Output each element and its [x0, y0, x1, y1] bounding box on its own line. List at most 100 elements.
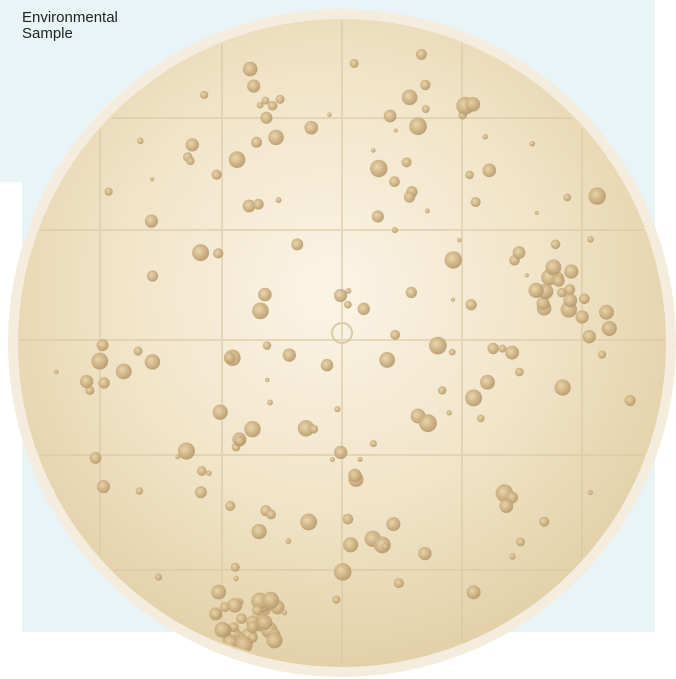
- colony: [275, 197, 282, 204]
- colony: [137, 137, 144, 145]
- colony: [401, 157, 412, 168]
- colony: [196, 466, 207, 476]
- colony: [300, 513, 318, 531]
- colony: [135, 487, 144, 495]
- colony: [281, 609, 288, 616]
- colony: [251, 523, 267, 540]
- colony: [545, 259, 562, 276]
- colony: [333, 563, 352, 581]
- colony: [470, 197, 481, 208]
- colony: [403, 191, 416, 203]
- colony: [482, 163, 497, 178]
- colony: [428, 336, 447, 355]
- colony: [244, 420, 261, 438]
- colony: [309, 424, 319, 434]
- colony: [390, 329, 401, 340]
- colony: [225, 500, 236, 511]
- colony: [252, 302, 269, 320]
- colony: [154, 573, 162, 581]
- colony: [587, 489, 594, 496]
- colony: [563, 193, 572, 202]
- colony: [261, 591, 280, 610]
- colony: [601, 320, 617, 337]
- colony: [465, 299, 477, 311]
- colony: [536, 296, 550, 310]
- colony: [345, 288, 352, 294]
- colony: [498, 344, 507, 353]
- colony: [247, 79, 261, 93]
- colony: [291, 238, 304, 251]
- colony: [261, 96, 270, 105]
- colony: [448, 348, 456, 356]
- colony: [383, 109, 397, 123]
- colony: [334, 445, 348, 460]
- colony: [242, 61, 258, 77]
- colony: [409, 117, 427, 136]
- colony: [252, 198, 264, 210]
- colony: [246, 620, 259, 633]
- colony: [144, 354, 161, 370]
- colony: [211, 584, 227, 600]
- colony: [563, 293, 578, 308]
- colony: [437, 386, 447, 395]
- colony: [465, 96, 481, 112]
- colony: [444, 251, 462, 269]
- colony: [332, 595, 341, 604]
- colony: [391, 226, 398, 234]
- colony: [115, 363, 132, 380]
- colony: [556, 287, 567, 298]
- colony: [146, 270, 159, 282]
- colony: [371, 210, 384, 223]
- colony: [267, 100, 278, 111]
- colony: [268, 129, 284, 146]
- colony: [524, 273, 529, 278]
- colony: [85, 385, 95, 396]
- colony: [539, 516, 550, 527]
- colony: [564, 284, 576, 295]
- colony: [529, 140, 536, 147]
- colony: [260, 111, 273, 124]
- colonies: [53, 48, 636, 654]
- colony: [550, 239, 561, 250]
- colony: [230, 562, 240, 572]
- colony: [175, 454, 181, 460]
- colony: [405, 286, 418, 299]
- colony: [96, 480, 110, 494]
- colony: [79, 374, 94, 389]
- colony: [418, 414, 437, 433]
- colony: [505, 345, 520, 360]
- colony: [415, 48, 427, 60]
- colony: [393, 577, 404, 589]
- colony: [552, 274, 565, 287]
- colony: [266, 509, 277, 520]
- colony: [206, 470, 212, 476]
- colony: [223, 352, 236, 364]
- colony: [297, 420, 315, 437]
- colony: [234, 435, 245, 446]
- colony: [53, 369, 59, 375]
- colony: [564, 264, 579, 279]
- colony: [266, 632, 283, 649]
- colony: [599, 304, 614, 320]
- colony: [252, 604, 263, 616]
- colony: [421, 105, 430, 114]
- colony: [482, 133, 488, 140]
- colony: [251, 136, 263, 148]
- colony: [214, 621, 231, 638]
- colony: [242, 199, 256, 213]
- colony: [334, 406, 341, 413]
- colony: [342, 513, 354, 525]
- colony: [348, 468, 362, 483]
- colony: [285, 538, 292, 544]
- colony: [554, 379, 571, 396]
- colony: [192, 244, 210, 262]
- colony: [304, 120, 319, 135]
- sample-label: Environmental Sample: [22, 9, 118, 42]
- colony: [624, 394, 636, 407]
- colony: [516, 537, 526, 547]
- center-mark: [331, 322, 353, 344]
- colony: [144, 214, 159, 228]
- colony: [370, 159, 388, 178]
- colony: [528, 282, 544, 299]
